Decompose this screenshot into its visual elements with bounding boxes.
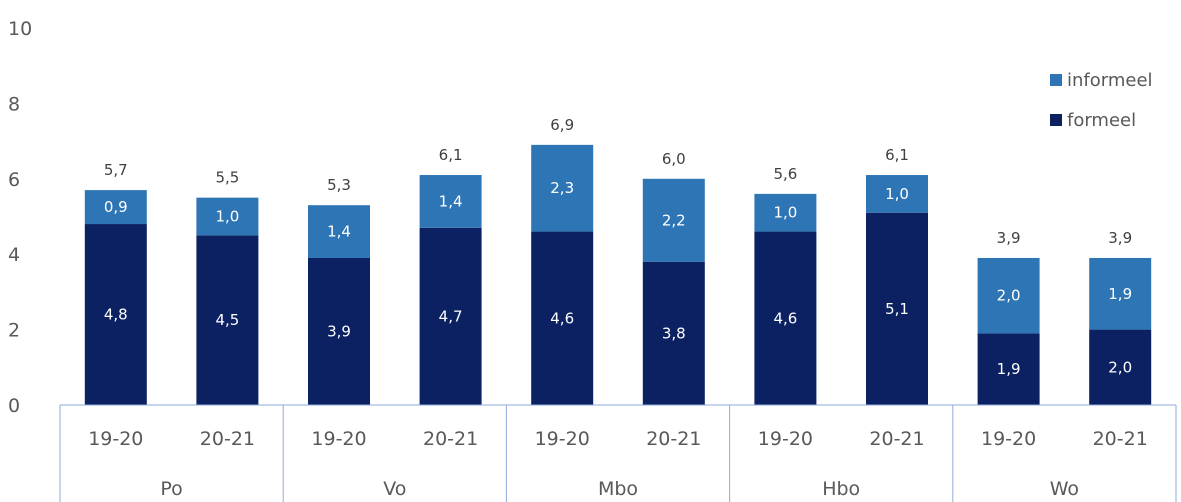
data-label-informeel: 2,0 xyxy=(997,287,1021,305)
data-label-total: 3,9 xyxy=(997,229,1021,247)
data-label-formeel: 2,0 xyxy=(1108,358,1132,376)
data-label-formeel: 4,6 xyxy=(550,309,574,327)
x-tick-label: 19-20 xyxy=(758,428,813,450)
x-tick-label: 19-20 xyxy=(535,428,590,450)
y-tick-label: 10 xyxy=(8,18,32,40)
data-label-informeel: 1,0 xyxy=(215,208,239,226)
x-tick-label: 19-20 xyxy=(981,428,1036,450)
data-label-formeel: 1,9 xyxy=(997,360,1021,378)
y-tick-label: 0 xyxy=(8,395,20,417)
data-label-formeel: 5,1 xyxy=(885,300,909,318)
data-label-informeel: 1,9 xyxy=(1108,285,1132,303)
data-label-formeel: 3,9 xyxy=(327,322,351,340)
legend-swatch-formeel xyxy=(1050,114,1062,126)
data-label-total: 6,0 xyxy=(662,150,686,168)
data-label-informeel: 0,9 xyxy=(104,198,128,216)
legend-label-informeel: informeel xyxy=(1067,70,1153,91)
data-label-total: 5,5 xyxy=(215,169,239,187)
x-tick-label: 20-21 xyxy=(869,428,924,450)
x-tick-label: 20-21 xyxy=(646,428,701,450)
data-label-formeel: 4,8 xyxy=(104,306,128,324)
x-tick-label: 20-21 xyxy=(423,428,478,450)
y-tick-label: 8 xyxy=(8,93,20,115)
x-group-label: Vo xyxy=(383,478,406,500)
x-tick-label: 19-20 xyxy=(88,428,143,450)
data-label-total: 5,3 xyxy=(327,176,351,194)
data-label-informeel: 1,4 xyxy=(327,223,351,241)
legend-label-formeel: formeel xyxy=(1067,110,1136,131)
data-label-total: 5,7 xyxy=(104,161,128,179)
x-tick-label: 19-20 xyxy=(311,428,366,450)
data-label-total: 5,6 xyxy=(773,165,797,183)
data-label-total: 3,9 xyxy=(1108,229,1132,247)
data-label-formeel: 4,6 xyxy=(773,309,797,327)
data-label-informeel: 1,4 xyxy=(439,192,463,210)
data-label-informeel: 1,0 xyxy=(773,204,797,222)
legend-swatch-informeel xyxy=(1050,74,1062,86)
x-group-label: Hbo xyxy=(822,478,860,500)
data-label-formeel: 3,8 xyxy=(662,324,686,342)
data-label-formeel: 4,5 xyxy=(215,311,239,329)
x-group-label: Wo xyxy=(1050,478,1079,500)
data-label-total: 6,1 xyxy=(439,146,463,164)
data-label-informeel: 2,3 xyxy=(550,179,574,197)
y-tick-label: 2 xyxy=(8,320,20,342)
data-label-total: 6,9 xyxy=(550,116,574,134)
data-label-formeel: 4,7 xyxy=(439,307,463,325)
data-label-informeel: 2,2 xyxy=(662,211,686,229)
x-group-label: Mbo xyxy=(598,478,638,500)
y-tick-label: 6 xyxy=(8,169,20,191)
y-tick-label: 4 xyxy=(8,244,20,266)
x-tick-label: 20-21 xyxy=(200,428,255,450)
data-label-informeel: 1,0 xyxy=(885,185,909,203)
x-tick-label: 20-21 xyxy=(1093,428,1148,450)
data-label-total: 6,1 xyxy=(885,146,909,164)
x-group-label: Po xyxy=(160,478,182,500)
